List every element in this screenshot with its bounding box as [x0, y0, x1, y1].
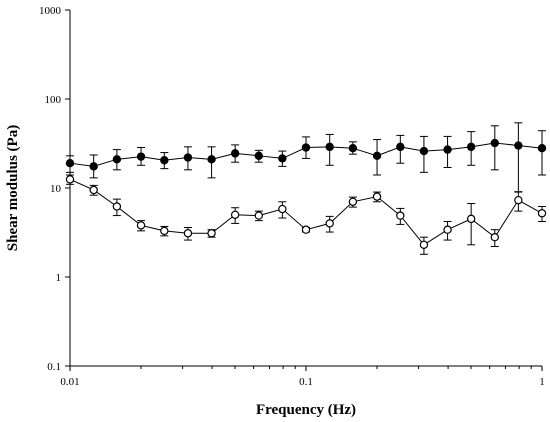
- data-point-open: [183, 229, 193, 238]
- x-axis-title: Frequency (Hz): [256, 402, 356, 418]
- data-point-filled: [348, 144, 358, 153]
- data-point-open: [537, 209, 547, 218]
- data-point-filled: [301, 143, 311, 152]
- tick-labels: 0.1 1 10 100 1000 0.01 0.1 1: [39, 5, 545, 388]
- data-point-filled: [419, 146, 429, 156]
- data-point-open: [348, 197, 358, 206]
- data-point-open: [254, 211, 264, 220]
- data-point-filled: [65, 158, 75, 168]
- data-point-open: [301, 225, 311, 234]
- data-point-open: [419, 240, 429, 250]
- data-point-open: [372, 192, 382, 201]
- y-tick-label: 100: [45, 94, 62, 106]
- data-point-open: [207, 229, 216, 238]
- data-point-filled: [396, 142, 405, 152]
- error-bars: [66, 122, 546, 255]
- data-point-open: [325, 219, 334, 228]
- data-point-open: [490, 233, 500, 242]
- data-point-filled: [325, 142, 334, 152]
- data-point-open: [278, 204, 287, 214]
- data-point-filled: [466, 142, 476, 152]
- data-point-filled: [230, 149, 240, 158]
- data-point-filled: [89, 162, 98, 171]
- axes: [65, 9, 543, 371]
- data-point-filled: [443, 145, 452, 154]
- y-axis-title: Shear modulus (Pa): [5, 125, 21, 251]
- y-tick-label: 1000: [39, 5, 62, 17]
- y-tick-label: 1: [56, 272, 62, 284]
- data-point-open: [466, 214, 476, 224]
- data-point-open: [89, 185, 98, 195]
- data-point-open: [65, 175, 75, 184]
- data-point-filled: [183, 153, 193, 162]
- y-tick-label: 10: [50, 183, 62, 195]
- data-point-open: [112, 202, 122, 211]
- data-point-filled: [372, 151, 382, 161]
- data-point-open: [230, 210, 240, 219]
- data-point-filled: [136, 152, 146, 161]
- data-point-open: [514, 195, 523, 205]
- data-point-filled: [207, 155, 216, 164]
- y-tick-label: 0.1: [47, 361, 61, 373]
- data-point-filled: [514, 141, 523, 150]
- data-markers: [65, 138, 547, 250]
- data-point-open: [160, 226, 169, 236]
- x-tick-label: 0.01: [60, 376, 79, 388]
- data-point-filled: [278, 154, 287, 163]
- data-point-open: [396, 211, 405, 220]
- data-point-filled: [160, 156, 169, 165]
- x-tick-label: 0.1: [299, 376, 313, 388]
- data-point-filled: [537, 144, 547, 153]
- data-point-filled: [490, 138, 500, 148]
- data-point-filled: [254, 151, 264, 161]
- data-point-open: [136, 221, 146, 230]
- data-point-filled: [112, 155, 122, 164]
- data-point-open: [443, 225, 452, 234]
- x-tick-label: 1: [539, 376, 545, 388]
